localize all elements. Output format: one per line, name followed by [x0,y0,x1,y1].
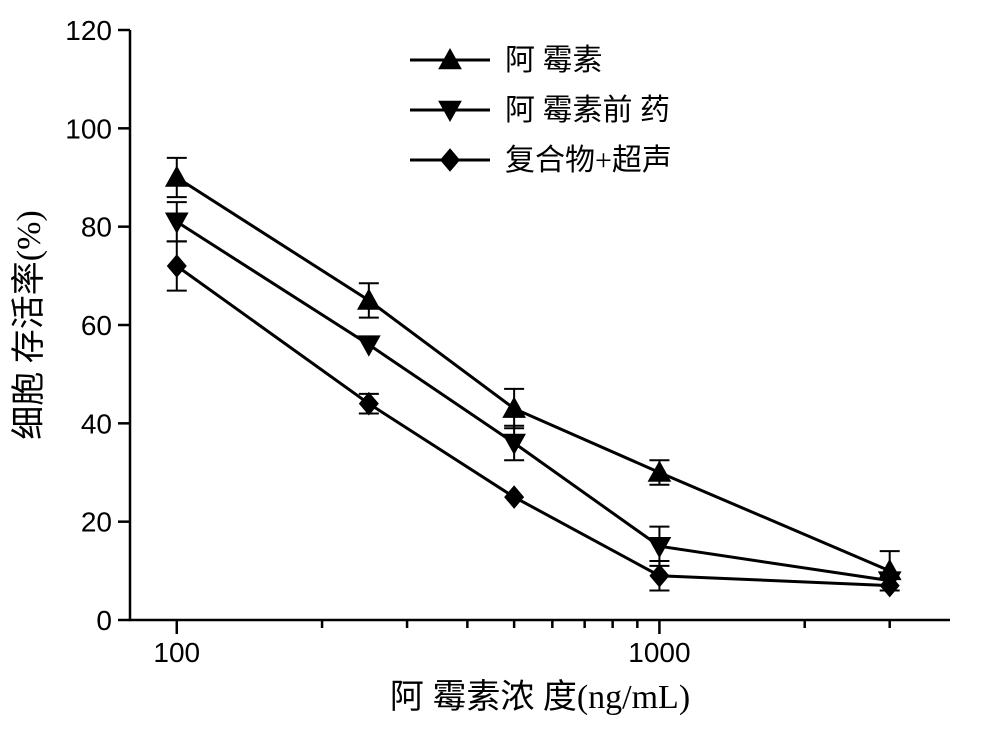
series-line [177,222,890,581]
y-axis-title: 细胞 存活率(%) [10,210,48,439]
legend-label: 阿 霉素 [505,44,603,77]
chart-svg: 0 20 40 60 80 100 120 100 1000 细胞 存活率(%) 阿 霉素浓 度(n… [0,0,1000,734]
y-tick-label: 60 [81,310,112,341]
legend-label: 阿 霉素前 药 [505,94,670,127]
chart-container: 0 20 40 60 80 100 120 100 1000 细胞 存活率(%) 阿 霉素浓 度(n… [0,0,1000,734]
y-tick-label: 40 [81,408,112,439]
series-line [177,266,890,586]
diamond-marker [359,393,378,415]
triangle-down-marker [358,336,380,356]
diamond-marker [441,149,460,171]
series-line [177,178,890,571]
diamond-marker [650,565,669,587]
x-tick-label: 1000 [628,637,690,668]
legend-label: 复合物+超声 [505,144,672,177]
triangle-up-marker [503,398,525,418]
diamond-marker [505,486,524,508]
y-tick-label: 0 [96,605,112,636]
x-axis-title: 阿 霉素浓 度(ng/mL) [390,678,690,716]
triangle-up-marker [358,289,380,309]
triangle-up-marker [648,462,670,482]
diamond-marker [167,255,186,277]
y-tick-label: 100 [65,113,112,144]
y-tick-label: 120 [65,15,112,46]
triangle-up-marker [166,167,188,187]
y-tick-label: 20 [81,507,112,538]
y-tick-label: 80 [81,212,112,243]
triangle-down-marker [166,213,188,233]
x-tick-label: 100 [153,637,200,668]
triangle-down-marker [503,434,525,454]
